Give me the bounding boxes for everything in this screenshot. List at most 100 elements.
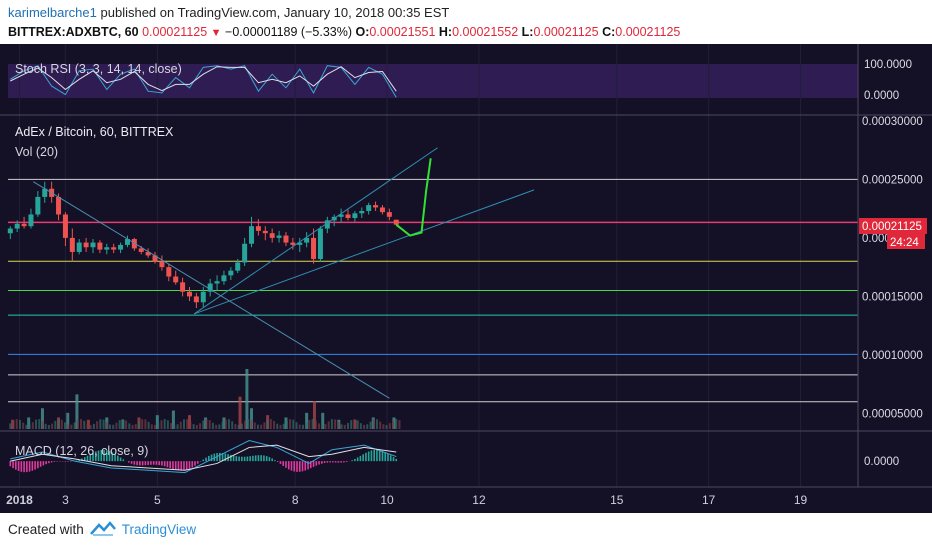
volume-bar	[245, 369, 249, 429]
macd-histogram-bar	[163, 461, 166, 467]
volume-bar	[392, 420, 395, 429]
volume-bar	[266, 419, 269, 429]
price-axis-label: 0.00015000	[862, 291, 923, 303]
volume-bar	[369, 421, 372, 429]
macd-histogram-bar	[365, 452, 367, 462]
candle-body	[359, 210, 365, 214]
volume-bar	[125, 420, 128, 429]
volume-bar	[63, 422, 66, 429]
macd-histogram-bar	[122, 459, 125, 462]
macd-histogram-bar	[287, 461, 290, 470]
macd-histogram-bar	[249, 456, 251, 462]
volume-bar	[70, 424, 73, 429]
volume-bar	[73, 422, 76, 429]
macd-histogram-bar	[274, 460, 276, 462]
volume-bar	[240, 423, 243, 429]
candle-body	[35, 196, 41, 215]
macd-histogram-bar	[389, 455, 392, 462]
candle-body	[62, 214, 68, 238]
volume-bar	[321, 424, 324, 429]
macd-histogram-bar	[117, 455, 119, 462]
macd-histogram-bar	[257, 455, 260, 462]
volume-bar	[224, 419, 227, 429]
macd-histogram-bar	[260, 455, 262, 462]
open-value: 0.00021551	[369, 25, 436, 39]
volume-bar	[334, 419, 337, 429]
candle-body	[56, 196, 62, 215]
volume-bar	[83, 420, 86, 429]
countdown-tag	[887, 234, 925, 249]
x-tick-label: 8	[292, 493, 299, 507]
volume-bar	[263, 422, 266, 429]
macd-histogram-bar	[384, 452, 387, 462]
stoch-axis-label: 100.0000	[864, 59, 912, 71]
candle-body	[386, 212, 392, 217]
volume-bar	[60, 419, 63, 429]
volume-bar	[115, 422, 118, 429]
tradingview-logo-icon	[89, 521, 116, 536]
macd-histogram-bar	[323, 461, 326, 463]
trend-line	[193, 147, 438, 315]
volume-bar	[57, 419, 60, 429]
volume-bar	[273, 420, 276, 429]
tradingview-link[interactable]: TradingView	[121, 521, 197, 537]
price-axis-label: 0.00010000	[862, 350, 923, 362]
candle-body	[393, 219, 399, 225]
macd-histogram-bar	[48, 461, 50, 464]
volume-bar	[189, 421, 192, 429]
macd-histogram-bar	[296, 461, 298, 472]
candle-body	[118, 244, 124, 250]
volume-bar	[47, 424, 50, 429]
volume-bar	[144, 419, 147, 429]
macd-histogram-bar	[359, 455, 362, 462]
candle-body	[304, 237, 310, 243]
created-with-text: Created with	[8, 521, 84, 537]
macd-histogram-bar	[133, 461, 136, 465]
macd-histogram-bar	[185, 461, 188, 470]
macd-label: MACD (12, 26, close, 9)	[15, 444, 148, 458]
close-label: C:	[602, 25, 616, 39]
author-link[interactable]: karimelbarche1	[8, 5, 97, 20]
candle-body	[262, 230, 268, 234]
macd-histogram-bar	[351, 460, 353, 462]
macd-histogram-bar	[301, 461, 304, 472]
volume-bar	[170, 423, 173, 429]
high-label: H:	[438, 25, 453, 39]
candle-body	[311, 237, 317, 259]
candle-body	[228, 270, 234, 276]
macd-histogram-bar	[279, 461, 282, 464]
published-text: published on TradingView.com, January 10…	[100, 5, 450, 20]
macd-histogram-bar	[119, 457, 122, 462]
volume-bar	[15, 419, 18, 429]
macd-histogram-bar	[315, 461, 318, 466]
volume-bar	[202, 420, 205, 429]
volume-bar	[292, 419, 295, 429]
macd-histogram-bar	[188, 461, 191, 469]
volume-bar	[155, 415, 159, 429]
low-value: 0.00021125	[533, 25, 599, 39]
macd-histogram-bar	[199, 461, 202, 462]
chart-area[interactable]: 0.000300000.000250000.000200000.00015000…	[0, 44, 932, 513]
volume-bar	[40, 408, 44, 429]
high-value: 0.00021552	[452, 25, 519, 39]
macd-histogram-bar	[235, 456, 238, 462]
macd-histogram-bar	[282, 461, 285, 466]
macd-histogram-bar	[144, 461, 147, 466]
volume-bar	[131, 424, 134, 429]
macd-histogram-bar	[103, 449, 105, 462]
macd-histogram-bar	[158, 461, 160, 466]
stoch-line	[10, 65, 397, 98]
candle-body	[76, 242, 82, 252]
macd-histogram-bar	[78, 459, 81, 462]
volume-bar	[343, 424, 346, 429]
volume-bar	[250, 408, 254, 429]
volume-bar	[308, 419, 311, 429]
macd-histogram-bar	[241, 456, 243, 462]
macd-histogram-bar	[183, 461, 185, 471]
macd-histogram-bar	[139, 461, 141, 466]
macd-histogram-bar	[207, 455, 210, 462]
volume-bar	[9, 423, 12, 429]
volume-bar	[398, 420, 401, 429]
volume-bar	[228, 419, 230, 429]
volume-bar	[171, 410, 175, 429]
